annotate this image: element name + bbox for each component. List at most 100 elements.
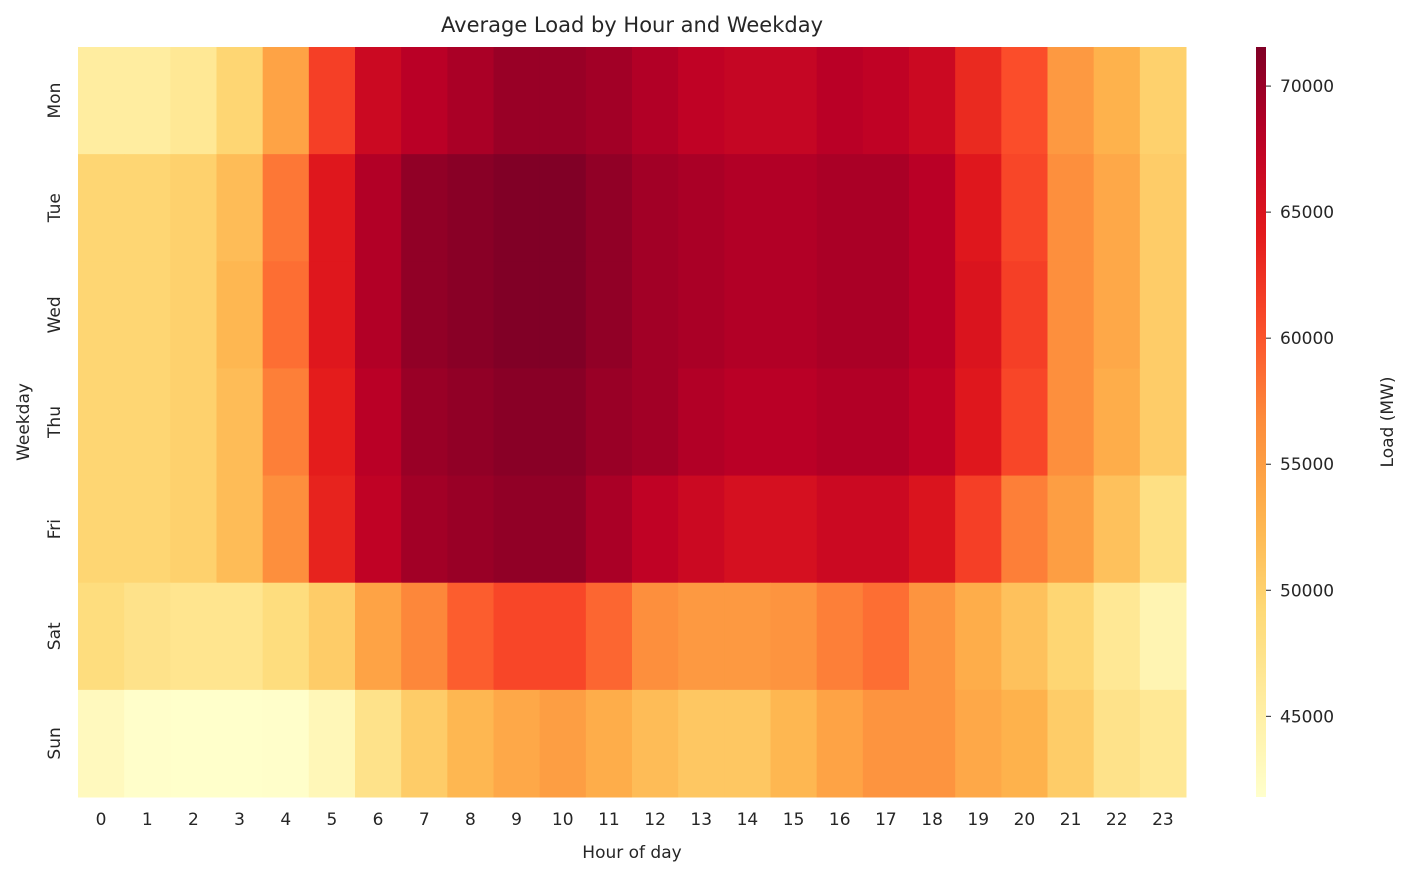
- heatmap-cell: [308, 689, 356, 798]
- heatmap-cell: [1139, 475, 1187, 584]
- heatmap-cell: [816, 582, 864, 691]
- heatmap-cell: [308, 47, 356, 155]
- heatmap-cell: [724, 261, 771, 369]
- heatmap-cell: [170, 582, 217, 691]
- colorbar-tick-label: 60000: [1280, 329, 1334, 349]
- heatmap-cell: [770, 154, 818, 262]
- y-tick-labels: Mon Tue Wed Thu Fri Sat Sun: [45, 83, 65, 760]
- heatmap-cell: [632, 261, 679, 369]
- heatmap-cell: [955, 689, 1002, 798]
- heatmap-cell: [262, 582, 310, 691]
- colorbar: [1256, 47, 1266, 797]
- y-tick-label: Wed: [45, 296, 65, 333]
- heatmap-cell: [1047, 689, 1095, 798]
- heatmap-cell: [262, 689, 310, 798]
- heatmap-cell: [539, 47, 587, 155]
- heatmap-cell: [585, 475, 633, 584]
- heatmap-cell: [678, 261, 725, 369]
- heatmap-cell: [447, 47, 494, 155]
- x-tick-label: 3: [234, 810, 245, 830]
- heatmap-cell: [355, 689, 402, 798]
- colorbar-label: Load (MW): [1378, 377, 1398, 468]
- heatmap-cell: [124, 582, 171, 691]
- heatmap-cell: [78, 261, 125, 369]
- heatmap-cell: [724, 475, 771, 584]
- x-tick-label: 9: [511, 810, 522, 830]
- heatmap-cell: [401, 582, 448, 691]
- x-tick-label: 14: [737, 810, 759, 830]
- y-axis-label: Weekday: [14, 383, 34, 461]
- heatmap-cell: [678, 154, 725, 262]
- heatmap-cell: [678, 582, 725, 691]
- heatmap-cell: [78, 582, 125, 691]
- heatmap-cell: [1093, 154, 1141, 262]
- heatmap-cell: [401, 261, 448, 369]
- heatmap-cell: [78, 475, 125, 584]
- heatmap-cell: [585, 582, 633, 691]
- colorbar-tick-label: 70000: [1280, 77, 1334, 97]
- heatmap-cell: [1001, 475, 1048, 584]
- heatmap-cell: [585, 47, 633, 155]
- heatmap-cell: [308, 582, 356, 691]
- y-tick-label: Tue: [45, 193, 65, 223]
- heatmap-cell: [262, 154, 310, 262]
- heatmap-cell: [955, 582, 1002, 691]
- heatmap-cell: [78, 47, 125, 155]
- x-tick-label: 13: [690, 810, 712, 830]
- colorbar-tick-label: 55000: [1280, 455, 1334, 475]
- heatmap-cell: [124, 689, 171, 798]
- heatmap-cell: [401, 47, 448, 155]
- heatmap-cell: [1093, 368, 1141, 477]
- x-tick-label: 12: [644, 810, 666, 830]
- heatmap-cell: [401, 689, 448, 798]
- x-tick-label: 0: [96, 810, 107, 830]
- heatmap-cell: [1139, 47, 1187, 155]
- x-tick-labels: 0 1 2 3 4 5 6 7 8 9 10 11 12 13 14 15 16 17 18 19 20 21 22 23: [96, 810, 1174, 830]
- heatmap-cell: [401, 368, 448, 477]
- x-tick-label: 10: [552, 810, 574, 830]
- heatmap-cell: [816, 261, 864, 369]
- heatmap-cell: [355, 475, 402, 584]
- heatmap-cell: [539, 689, 587, 798]
- heatmap-cell: [678, 47, 725, 155]
- x-tick-label: 17: [875, 810, 897, 830]
- heatmap-cell: [78, 368, 125, 477]
- heatmap-cell: [355, 261, 402, 369]
- heatmap-cell: [770, 582, 818, 691]
- heatmap-cell: [401, 475, 448, 584]
- heatmap-cell: [170, 368, 217, 477]
- heatmap-cell: [770, 47, 818, 155]
- x-tick-label: 19: [967, 810, 989, 830]
- heatmap-cell: [1001, 368, 1048, 477]
- heatmap-cell: [816, 47, 864, 155]
- x-tick-label: 6: [373, 810, 384, 830]
- heatmap-cell: [955, 475, 1002, 584]
- heatmap-cell: [724, 47, 771, 155]
- heatmap-cell: [1001, 154, 1048, 262]
- heatmap-cell: [170, 261, 217, 369]
- heatmap-cell: [124, 261, 171, 369]
- heatmap-cell: [216, 689, 264, 798]
- x-tick-label: 23: [1152, 810, 1174, 830]
- heatmap-cell: [493, 689, 541, 798]
- heatmap-cell: [355, 47, 402, 155]
- heatmap-cell: [1001, 261, 1048, 369]
- heatmap-cell: [308, 368, 356, 477]
- heatmap-cell: [447, 475, 494, 584]
- heatmap-cell: [124, 47, 171, 155]
- heatmap-cell: [909, 154, 956, 262]
- heatmap-cell: [493, 261, 541, 369]
- heatmap-cell: [862, 582, 910, 691]
- heatmap-cell: [262, 261, 310, 369]
- x-tick-label: 15: [783, 810, 805, 830]
- x-tick-label: 8: [465, 810, 476, 830]
- heatmap-cell: [862, 475, 910, 584]
- heatmap-cell: [909, 261, 956, 369]
- heatmap-cell: [170, 689, 217, 798]
- heatmap-cell: [355, 368, 402, 477]
- heatmap-cell: [585, 368, 633, 477]
- heatmap-cell: [1001, 689, 1048, 798]
- y-tick-label: Sun: [45, 727, 65, 759]
- colorbar-ticks: 45000 50000 55000 60000 65000 70000: [1266, 77, 1334, 727]
- colorbar-tick-label: 65000: [1280, 203, 1334, 223]
